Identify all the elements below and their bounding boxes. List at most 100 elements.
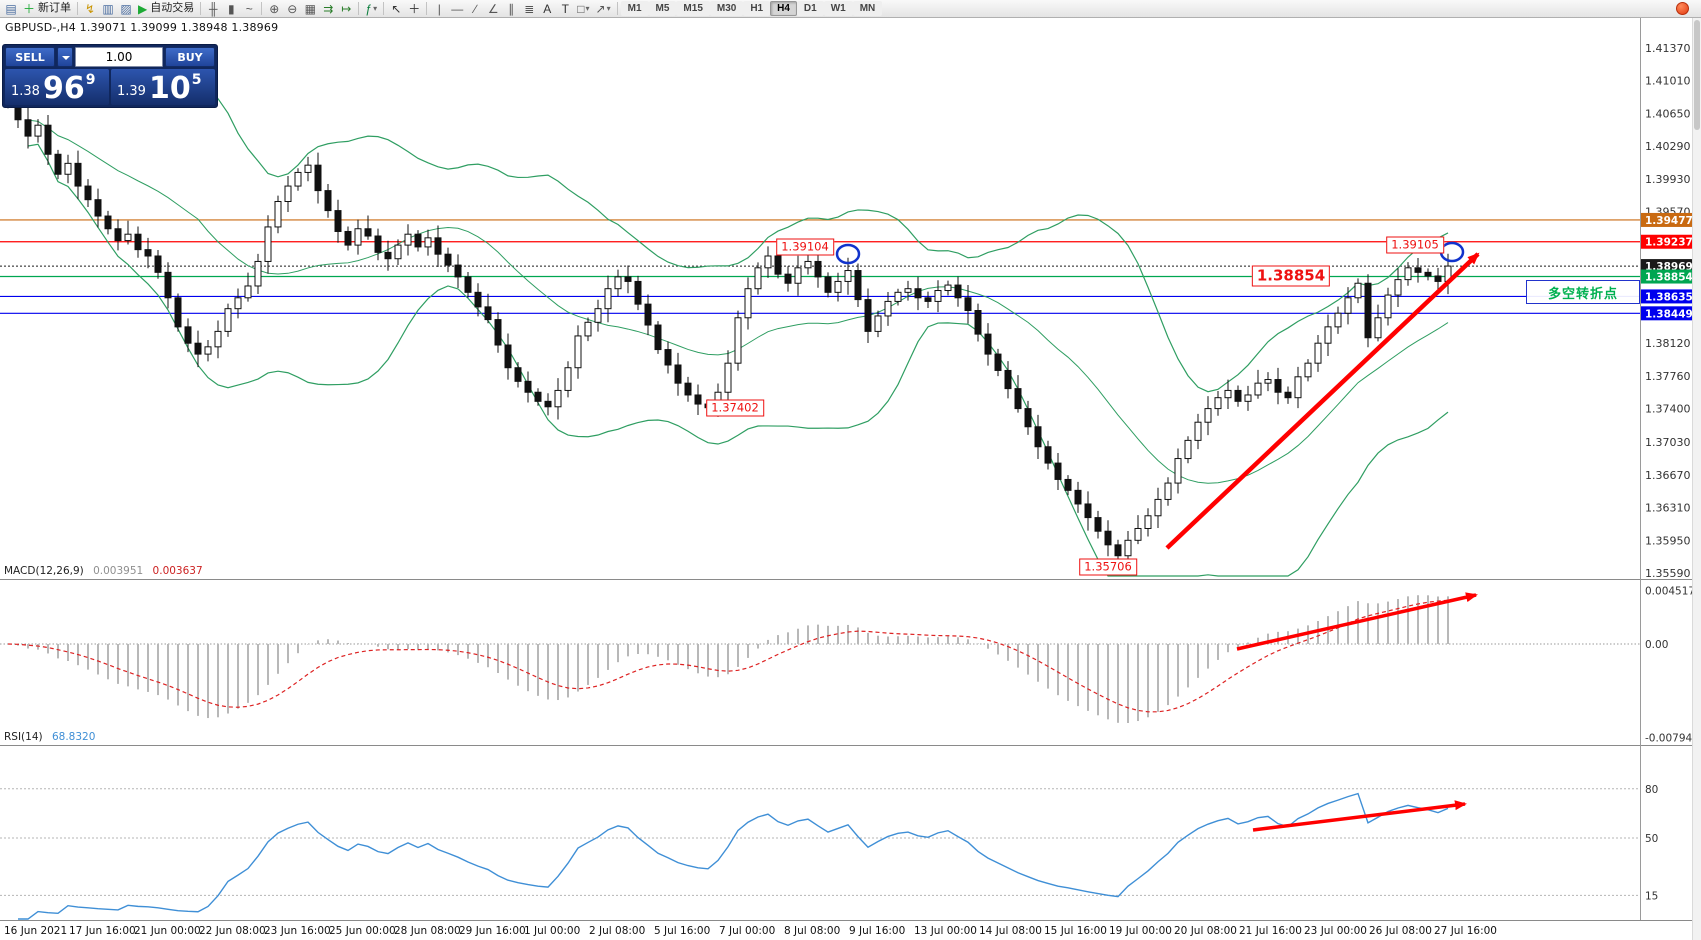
candles-chart-icon[interactable]: ▮	[222, 1, 240, 17]
vertical-line-icon[interactable]: |	[430, 1, 448, 17]
timeframe-d1[interactable]: D1	[796, 1, 824, 16]
tile-windows-icon[interactable]: ▦	[301, 1, 319, 17]
new-order-button-label: 新订单	[38, 2, 72, 14]
trendline-icon: ∕	[474, 1, 477, 16]
order-mode-dropdown[interactable]	[57, 47, 73, 67]
svg-text:1.38120: 1.38120	[1645, 337, 1691, 350]
fibonacci-icon[interactable]: ≣	[520, 1, 538, 17]
timeframe-m5[interactable]: M5	[648, 1, 677, 16]
buy-button[interactable]: BUY	[165, 47, 215, 67]
price-annotation-label[interactable]: 1.35706	[1079, 558, 1137, 576]
crosshair-icon[interactable]: ＋	[405, 1, 423, 17]
price-annotation-label[interactable]: 1.39105	[1386, 236, 1444, 254]
timeframe-w1[interactable]: W1	[823, 1, 853, 16]
horizontal-line-icon[interactable]: —	[448, 1, 466, 17]
svg-text:7 Jul 00:00: 7 Jul 00:00	[719, 925, 775, 937]
auto-scroll-icon[interactable]: ⇉	[319, 1, 337, 17]
svg-text:9 Jul 16:00: 9 Jul 16:00	[849, 925, 905, 937]
scrollbar-thumb[interactable]	[1694, 20, 1700, 130]
price-annotation-label[interactable]: 1.38854	[1251, 265, 1331, 287]
toolbar-separator	[426, 2, 428, 15]
price-annotation-label[interactable]: 1.37402	[706, 399, 764, 417]
sell-price-prefix: 1.38	[11, 84, 40, 99]
market-watch-icon[interactable]: ▥	[99, 1, 117, 17]
chart-shift-icon[interactable]: ↦	[337, 1, 355, 17]
lightning-icon[interactable]: ↯	[81, 1, 99, 17]
svg-text:5 Jul 16:00: 5 Jul 16:00	[654, 925, 710, 937]
trend-arrow-main	[1165, 252, 1480, 550]
svg-text:8 Jul 08:00: 8 Jul 08:00	[784, 925, 840, 937]
timeframe-m15[interactable]: M15	[676, 1, 710, 16]
svg-text:20 Jul 08:00: 20 Jul 08:00	[1174, 925, 1237, 937]
chart-area[interactable]: 1.41370 1.41010 1.40650 1.40290 1.39930 1.39 5…	[0, 18, 1701, 940]
cursor-icon: ↖	[391, 1, 402, 16]
svg-text:1.39237: 1.39237	[1645, 237, 1693, 249]
candles-chart-icon: ▮	[227, 1, 235, 16]
timeframe-mn[interactable]: MN	[852, 1, 883, 16]
auto-trading-button[interactable]: ▶ 自动交易	[135, 1, 197, 17]
toolbar-separator	[616, 2, 618, 15]
sell-price-big: 96	[42, 70, 85, 105]
timeframe-h4[interactable]: H4	[770, 1, 797, 16]
volume-input[interactable]	[75, 47, 163, 67]
chart-canvas[interactable]: 1.41370 1.41010 1.40650 1.40290 1.39930 1.39 5…	[0, 18, 1701, 940]
line-chart-icon: ~	[245, 1, 253, 16]
navigator-icon[interactable]: ▨	[117, 1, 135, 17]
svg-text:0.00: 0.00	[1645, 639, 1668, 651]
zoom-in-icon[interactable]: ⊕	[265, 1, 283, 17]
macd-name: MACD(12,26,9)	[4, 565, 84, 577]
cursor-icon[interactable]: ↖	[387, 1, 405, 17]
sell-button[interactable]: SELL	[5, 47, 55, 67]
bars-chart-icon[interactable]: ╫	[204, 1, 222, 17]
main-toolbar: ▤ ＋新订单 ↯ ▥ ▨ ▶ 自动交易 ╫ ▮ ~ ⊕ ⊖ ▦ ⇉ ↦ ƒ ▾ ↖ ＋ | — ∕ ∠ ∥ ≣ A T □ ▾ ↗ ▾ M1 M…	[0, 0, 1701, 18]
new-order-button: ＋	[23, 1, 36, 16]
price-annotation-label[interactable]: 1.39104	[776, 238, 834, 256]
chart-window-icon[interactable]: ▤	[2, 1, 20, 17]
svg-text:1.38635: 1.38635	[1645, 291, 1693, 303]
vertical-line-icon: |	[437, 1, 441, 16]
svg-text:1 Jul 00:00: 1 Jul 00:00	[524, 925, 580, 937]
channel-icon[interactable]: ∥	[502, 1, 520, 17]
price-axis: 1.413701.410101.406501.402901.399301.395…	[1641, 42, 1695, 902]
label-icon: T	[561, 1, 569, 16]
symbol-ohlc-info: GBPUSD-,H4 1.39071 1.39099 1.38948 1.389…	[5, 21, 279, 34]
label-icon[interactable]: T	[556, 1, 574, 17]
svg-text:1.38449: 1.38449	[1645, 308, 1693, 320]
arrows-icon[interactable]: ↗ ▾	[593, 1, 614, 17]
timeframe-m1[interactable]: M1	[620, 1, 649, 16]
svg-text:1.35950: 1.35950	[1645, 534, 1691, 547]
market-watch-icon: ▥	[102, 1, 114, 16]
svg-text:25 Jun 00:00: 25 Jun 00:00	[329, 925, 396, 937]
channel-icon: ∥	[508, 1, 515, 16]
one-click-trade-panel: SELL BUY 1.38 96 9 1.39 10 5	[2, 44, 218, 108]
chart-annotations-layer: 多空转折点 1.39104 1.37402 1.35706 1.38854 1.3910…	[0, 18, 1701, 940]
svg-text:21 Jul 16:00: 21 Jul 16:00	[1239, 925, 1302, 937]
svg-text:1.36310: 1.36310	[1645, 502, 1691, 515]
timeframe-m30[interactable]: M30	[709, 1, 744, 16]
svg-text:27 Jul 16:00: 27 Jul 16:00	[1434, 925, 1497, 937]
new-order-button[interactable]: ＋新订单	[20, 1, 74, 17]
bars-chart-icon: ╫	[208, 1, 218, 16]
vertical-scrollbar[interactable]	[1692, 18, 1701, 940]
macd-header: MACD(12,26,9) 0.003951 0.003637	[4, 565, 203, 577]
buy-price[interactable]: 1.39 10 5	[111, 69, 215, 105]
svg-text:23 Jun 16:00: 23 Jun 16:00	[264, 925, 331, 937]
shapes-icon[interactable]: □ ▾	[574, 1, 592, 17]
indicators-icon[interactable]: ƒ ▾	[362, 1, 380, 17]
angle-line-icon[interactable]: ∠	[484, 1, 502, 17]
pivot-note[interactable]: 多空转折点	[1526, 280, 1640, 304]
arrows-icon-caret: ▾	[606, 3, 611, 13]
drawn-objects[interactable]	[835, 241, 1480, 832]
text-icon: A	[543, 1, 552, 16]
sell-price[interactable]: 1.38 96 9	[5, 69, 109, 105]
shapes-icon: □	[577, 1, 585, 16]
timeframe-h1[interactable]: H1	[743, 1, 771, 16]
trend-arrow-macd	[1236, 592, 1478, 651]
text-icon[interactable]: A	[538, 1, 556, 17]
macd-signal-value: 0.003637	[152, 565, 203, 577]
chart-shift-icon: ↦	[341, 1, 352, 16]
zoom-out-icon[interactable]: ⊖	[283, 1, 301, 17]
trendline-icon[interactable]: ∕	[466, 1, 484, 17]
line-chart-icon[interactable]: ~	[240, 1, 258, 17]
